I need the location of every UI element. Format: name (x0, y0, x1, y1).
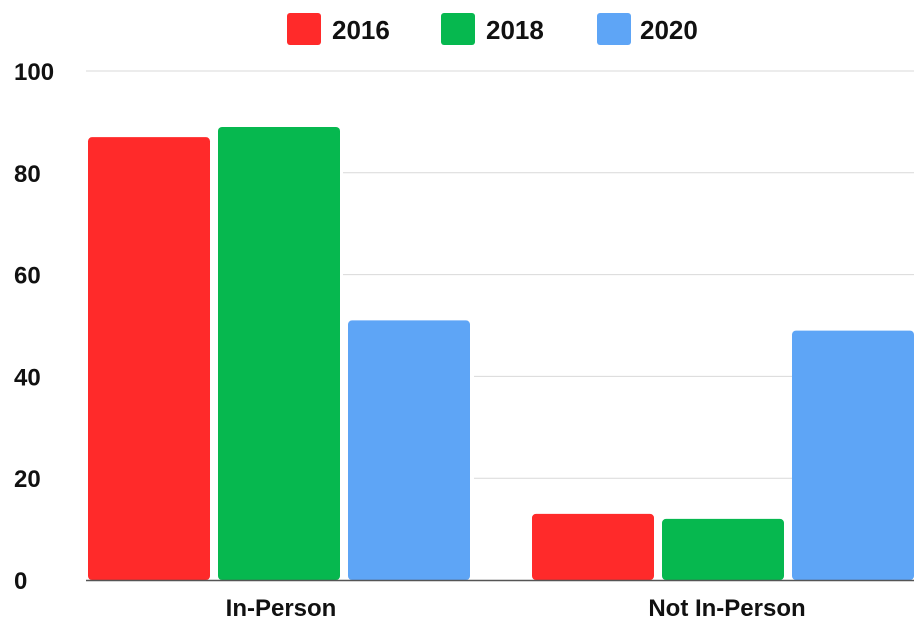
bar-2018-not-in-person (662, 518, 784, 580)
x-category-label: Not In-Person (648, 595, 805, 622)
y-tick-label: 80 (14, 161, 41, 188)
gridlines (86, 70, 914, 479)
y-axis-ticks: 0 20 40 60 80 100 (14, 59, 54, 595)
x-axis-labels: In-Person Not In-Person (226, 595, 806, 622)
y-tick-label: 0 (14, 568, 27, 595)
x-category-label: In-Person (226, 595, 337, 622)
legend-swatch-2016 (287, 13, 321, 45)
bars (88, 126, 914, 581)
bar-2018-in-person (218, 126, 340, 581)
legend-swatch-2018 (441, 13, 475, 45)
legend-label-2018: 2018 (486, 15, 544, 45)
y-tick-label: 40 (14, 364, 41, 391)
bar-2020-in-person (348, 320, 470, 580)
y-tick-label: 20 (14, 466, 41, 493)
bar-2020-not-in-person (792, 330, 914, 580)
y-tick-label: 100 (14, 59, 54, 86)
legend-swatch-2020 (597, 13, 631, 45)
y-tick-label: 60 (14, 263, 41, 290)
bar-2016-in-person (88, 137, 210, 581)
bar-2016-not-in-person (532, 513, 654, 580)
legend-label-2016: 2016 (332, 15, 390, 45)
legend: 2016 2018 2020 (287, 13, 698, 45)
legend-label-2020: 2020 (640, 15, 698, 45)
